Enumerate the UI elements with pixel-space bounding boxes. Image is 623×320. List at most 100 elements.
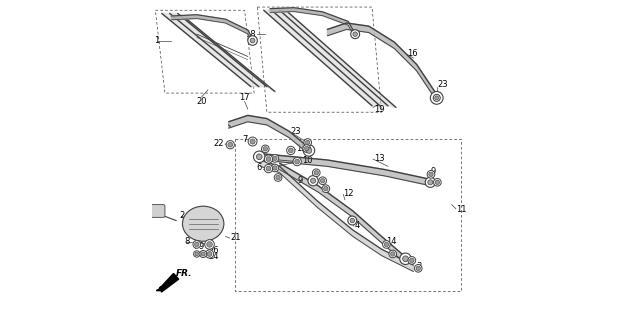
Circle shape: [193, 241, 201, 248]
Circle shape: [351, 30, 359, 39]
Circle shape: [408, 257, 416, 264]
Circle shape: [348, 216, 357, 225]
Text: 9: 9: [198, 242, 204, 251]
Circle shape: [295, 159, 300, 164]
Polygon shape: [229, 116, 308, 154]
Circle shape: [305, 140, 310, 145]
Text: 18: 18: [245, 30, 256, 39]
Text: 23: 23: [291, 127, 302, 136]
Text: 12: 12: [343, 189, 354, 198]
Circle shape: [426, 177, 435, 188]
Text: 4: 4: [354, 221, 359, 230]
Circle shape: [264, 155, 273, 163]
Polygon shape: [264, 10, 380, 106]
Text: 15: 15: [296, 144, 307, 153]
Circle shape: [194, 242, 199, 247]
Circle shape: [206, 250, 214, 258]
Circle shape: [274, 174, 282, 181]
Text: 7: 7: [242, 135, 248, 144]
Circle shape: [205, 240, 214, 249]
Text: 20: 20: [196, 97, 207, 106]
FancyBboxPatch shape: [149, 204, 165, 217]
Circle shape: [433, 94, 440, 101]
Circle shape: [263, 147, 267, 151]
Circle shape: [435, 180, 440, 185]
Circle shape: [201, 252, 205, 256]
Circle shape: [199, 251, 207, 258]
Circle shape: [305, 146, 309, 151]
Circle shape: [402, 256, 408, 262]
Text: 14: 14: [386, 237, 397, 246]
Polygon shape: [328, 23, 435, 100]
Text: 17: 17: [239, 93, 250, 102]
Circle shape: [314, 171, 318, 175]
Circle shape: [194, 251, 200, 257]
Polygon shape: [156, 274, 179, 292]
Circle shape: [266, 157, 271, 162]
Circle shape: [353, 32, 358, 36]
Circle shape: [430, 92, 443, 104]
Circle shape: [262, 145, 269, 153]
Circle shape: [350, 218, 354, 223]
Circle shape: [414, 265, 422, 272]
Circle shape: [264, 164, 273, 173]
Circle shape: [254, 151, 265, 163]
Polygon shape: [169, 13, 267, 87]
Polygon shape: [272, 10, 388, 106]
Polygon shape: [162, 13, 259, 87]
Text: 5: 5: [257, 154, 262, 163]
Circle shape: [410, 258, 414, 263]
Circle shape: [428, 180, 433, 185]
Circle shape: [287, 146, 295, 155]
Text: 22: 22: [214, 139, 224, 148]
Circle shape: [195, 252, 199, 256]
Circle shape: [250, 38, 255, 43]
Circle shape: [391, 252, 395, 256]
Circle shape: [435, 96, 439, 100]
Text: FR.: FR.: [176, 268, 193, 278]
Circle shape: [383, 241, 390, 248]
Circle shape: [416, 266, 421, 270]
Text: 8: 8: [184, 237, 189, 246]
Circle shape: [434, 95, 440, 101]
Circle shape: [288, 148, 293, 153]
Circle shape: [434, 179, 441, 186]
Circle shape: [310, 178, 316, 183]
Text: 3: 3: [417, 262, 422, 271]
Circle shape: [228, 142, 232, 147]
Circle shape: [276, 175, 280, 180]
Circle shape: [293, 157, 302, 166]
Circle shape: [322, 185, 330, 193]
Circle shape: [273, 166, 277, 170]
Text: 2: 2: [179, 211, 184, 220]
Text: 13: 13: [374, 154, 384, 163]
Circle shape: [429, 172, 433, 177]
Circle shape: [320, 179, 325, 183]
Text: 11: 11: [457, 205, 467, 214]
Circle shape: [323, 187, 328, 191]
Circle shape: [389, 250, 397, 258]
Text: 1: 1: [154, 36, 159, 45]
Circle shape: [303, 145, 310, 152]
Text: 19: 19: [374, 105, 384, 114]
Circle shape: [273, 156, 277, 161]
Polygon shape: [171, 15, 252, 43]
Text: 9: 9: [297, 176, 302, 185]
Text: 23: 23: [437, 80, 448, 89]
Text: 16: 16: [407, 49, 417, 58]
Circle shape: [313, 169, 320, 177]
Circle shape: [248, 36, 257, 45]
Polygon shape: [270, 8, 354, 36]
Text: 9: 9: [431, 167, 436, 176]
Circle shape: [427, 171, 435, 178]
Circle shape: [306, 148, 312, 153]
Text: 6: 6: [257, 164, 262, 172]
Text: 25: 25: [186, 218, 196, 227]
Text: 26: 26: [208, 246, 219, 255]
Circle shape: [266, 166, 271, 171]
Circle shape: [207, 252, 212, 256]
Circle shape: [257, 154, 262, 160]
Circle shape: [319, 177, 326, 185]
Circle shape: [250, 139, 255, 144]
Circle shape: [248, 137, 257, 146]
